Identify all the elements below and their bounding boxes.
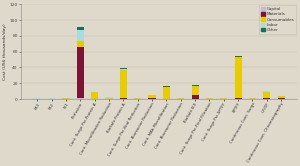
Bar <box>263 92 270 98</box>
Bar <box>177 98 184 99</box>
Bar <box>77 27 84 30</box>
Bar <box>77 30 84 41</box>
Bar <box>163 87 170 99</box>
Bar <box>77 98 84 99</box>
Bar <box>191 85 199 86</box>
Bar <box>106 98 113 99</box>
Bar <box>120 98 127 99</box>
Bar <box>148 95 156 98</box>
Bar <box>62 98 70 99</box>
Bar <box>106 97 113 98</box>
Bar <box>91 92 98 99</box>
Bar <box>235 57 242 98</box>
Bar <box>278 96 285 98</box>
Bar <box>77 46 84 98</box>
Bar <box>120 70 127 98</box>
Bar <box>34 98 41 99</box>
Legend: Capital, Materials, Consumables, Labor, Other: Capital, Materials, Consumables, Labor, … <box>259 5 296 34</box>
Bar <box>235 56 242 57</box>
Bar <box>148 98 156 99</box>
Bar <box>263 91 270 92</box>
Bar <box>206 98 213 99</box>
Bar <box>134 98 141 99</box>
Bar <box>278 98 285 99</box>
Bar <box>249 98 256 99</box>
Bar <box>120 69 127 70</box>
Bar <box>120 68 127 69</box>
Y-axis label: Cost (US$ thousands/day): Cost (US$ thousands/day) <box>3 23 7 80</box>
Bar <box>220 98 227 99</box>
Bar <box>191 86 199 95</box>
Bar <box>48 98 55 99</box>
Bar <box>77 41 84 46</box>
Bar <box>191 95 199 99</box>
